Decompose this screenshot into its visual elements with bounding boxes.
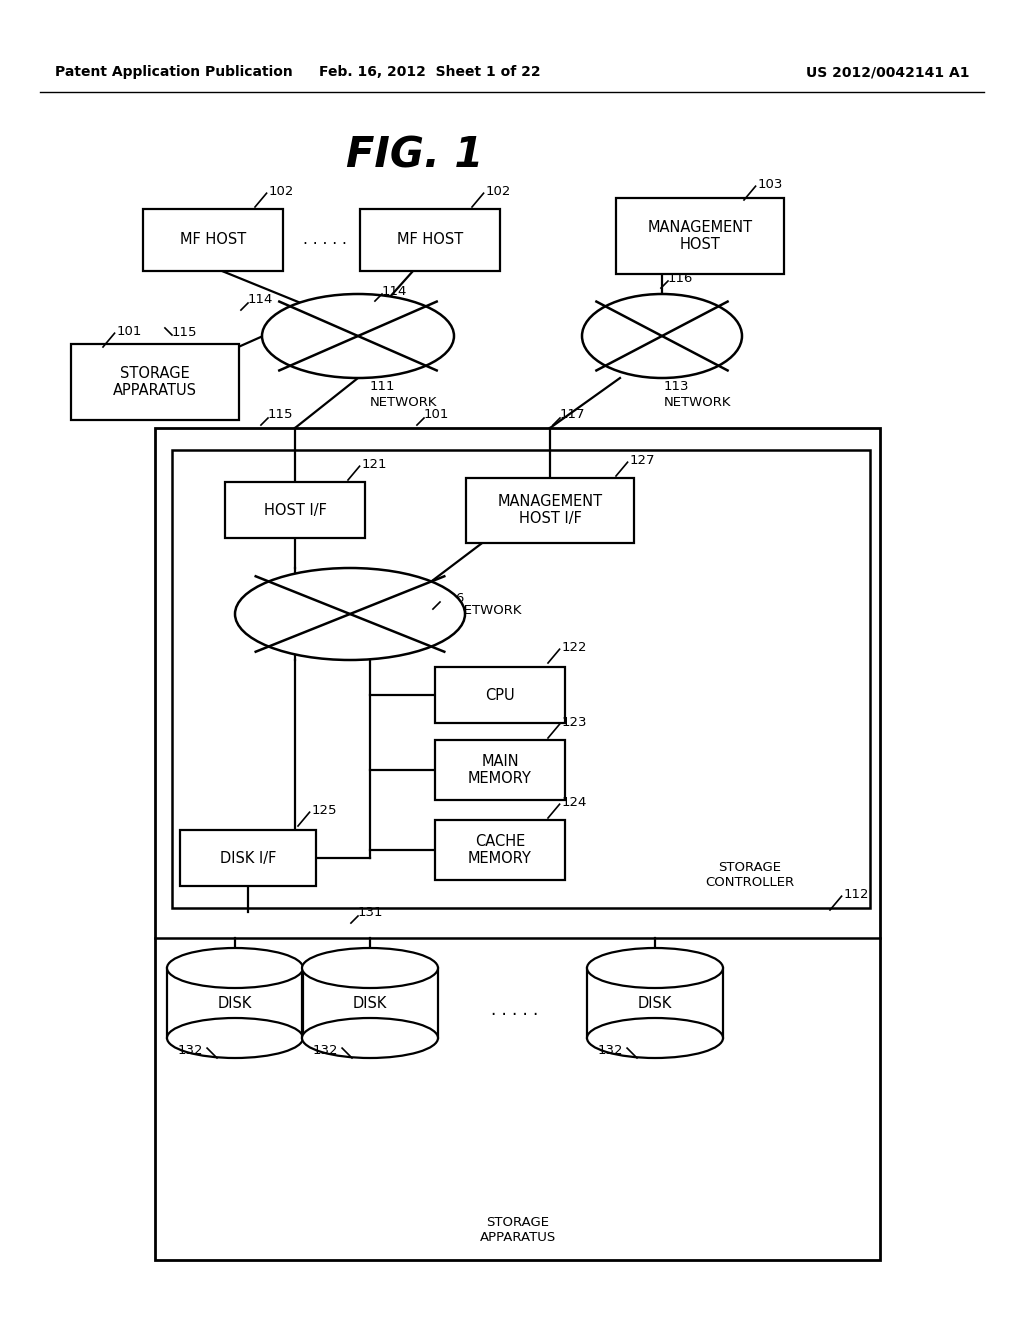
Ellipse shape bbox=[234, 568, 465, 660]
Text: Feb. 16, 2012  Sheet 1 of 22: Feb. 16, 2012 Sheet 1 of 22 bbox=[319, 65, 541, 79]
Text: 101: 101 bbox=[117, 325, 142, 338]
Bar bbox=[71, 345, 239, 420]
Text: 101: 101 bbox=[424, 408, 450, 421]
Bar bbox=[180, 830, 316, 886]
Text: CACHE
MEMORY: CACHE MEMORY bbox=[468, 834, 531, 866]
Text: 113: 113 bbox=[664, 380, 689, 392]
Bar bbox=[435, 741, 565, 800]
Text: STORAGE
APPARATUS: STORAGE APPARATUS bbox=[113, 366, 197, 399]
Text: 132: 132 bbox=[312, 1044, 338, 1056]
Text: DISK: DISK bbox=[353, 995, 387, 1011]
Ellipse shape bbox=[302, 948, 438, 987]
Text: 116: 116 bbox=[668, 272, 693, 285]
Ellipse shape bbox=[167, 948, 303, 987]
Ellipse shape bbox=[302, 1018, 438, 1059]
Text: 102: 102 bbox=[485, 185, 511, 198]
Text: 114: 114 bbox=[382, 285, 408, 298]
Bar bbox=[172, 450, 870, 908]
Ellipse shape bbox=[587, 948, 723, 987]
Text: NETWORK: NETWORK bbox=[455, 605, 522, 616]
Text: 131: 131 bbox=[358, 906, 384, 919]
Text: 103: 103 bbox=[758, 178, 783, 190]
Text: 115: 115 bbox=[172, 326, 198, 339]
Ellipse shape bbox=[582, 294, 742, 378]
Ellipse shape bbox=[167, 1018, 303, 1059]
Text: 117: 117 bbox=[560, 408, 586, 421]
Text: 132: 132 bbox=[597, 1044, 623, 1056]
Text: . . . . .: . . . . . bbox=[492, 1001, 539, 1019]
Text: 124: 124 bbox=[561, 796, 587, 809]
Text: 125: 125 bbox=[311, 804, 337, 817]
Text: 132: 132 bbox=[177, 1044, 203, 1056]
Text: MANAGEMENT
HOST I/F: MANAGEMENT HOST I/F bbox=[498, 494, 602, 527]
Text: 126: 126 bbox=[440, 591, 465, 605]
Text: 114: 114 bbox=[248, 293, 273, 306]
Text: STORAGE
APPARATUS: STORAGE APPARATUS bbox=[480, 1216, 556, 1243]
Bar bbox=[616, 198, 784, 275]
Text: US 2012/0042141 A1: US 2012/0042141 A1 bbox=[807, 65, 970, 79]
Text: FIG. 1: FIG. 1 bbox=[346, 135, 483, 176]
Text: DISK I/F: DISK I/F bbox=[220, 850, 276, 866]
Bar bbox=[360, 209, 500, 271]
Text: STORAGE
CONTROLLER: STORAGE CONTROLLER bbox=[706, 861, 795, 888]
Text: NETWORK: NETWORK bbox=[664, 396, 731, 408]
Text: 111: 111 bbox=[370, 380, 395, 392]
Text: . . . . .: . . . . . bbox=[303, 232, 347, 248]
Text: NETWORK: NETWORK bbox=[370, 396, 437, 408]
Text: MANAGEMENT
HOST: MANAGEMENT HOST bbox=[647, 220, 753, 252]
Text: 127: 127 bbox=[630, 454, 655, 467]
Text: MAIN
MEMORY: MAIN MEMORY bbox=[468, 754, 531, 787]
Bar bbox=[435, 820, 565, 880]
Bar bbox=[225, 482, 365, 539]
Text: 121: 121 bbox=[361, 458, 387, 471]
Bar bbox=[155, 428, 880, 1261]
Text: DISK: DISK bbox=[218, 995, 252, 1011]
Text: MF HOST: MF HOST bbox=[180, 232, 246, 248]
Text: 112: 112 bbox=[844, 888, 869, 900]
Text: 115: 115 bbox=[268, 408, 294, 421]
Text: HOST I/F: HOST I/F bbox=[263, 503, 327, 517]
Text: Patent Application Publication: Patent Application Publication bbox=[55, 65, 293, 79]
Bar bbox=[466, 478, 634, 543]
Bar bbox=[435, 667, 565, 723]
Text: DISK: DISK bbox=[638, 995, 672, 1011]
Bar bbox=[143, 209, 283, 271]
Text: 122: 122 bbox=[561, 640, 587, 653]
Text: 102: 102 bbox=[268, 185, 294, 198]
Text: CPU: CPU bbox=[485, 688, 515, 702]
Ellipse shape bbox=[262, 294, 454, 378]
Ellipse shape bbox=[587, 1018, 723, 1059]
Text: 123: 123 bbox=[561, 715, 587, 729]
Text: MF HOST: MF HOST bbox=[397, 232, 463, 248]
